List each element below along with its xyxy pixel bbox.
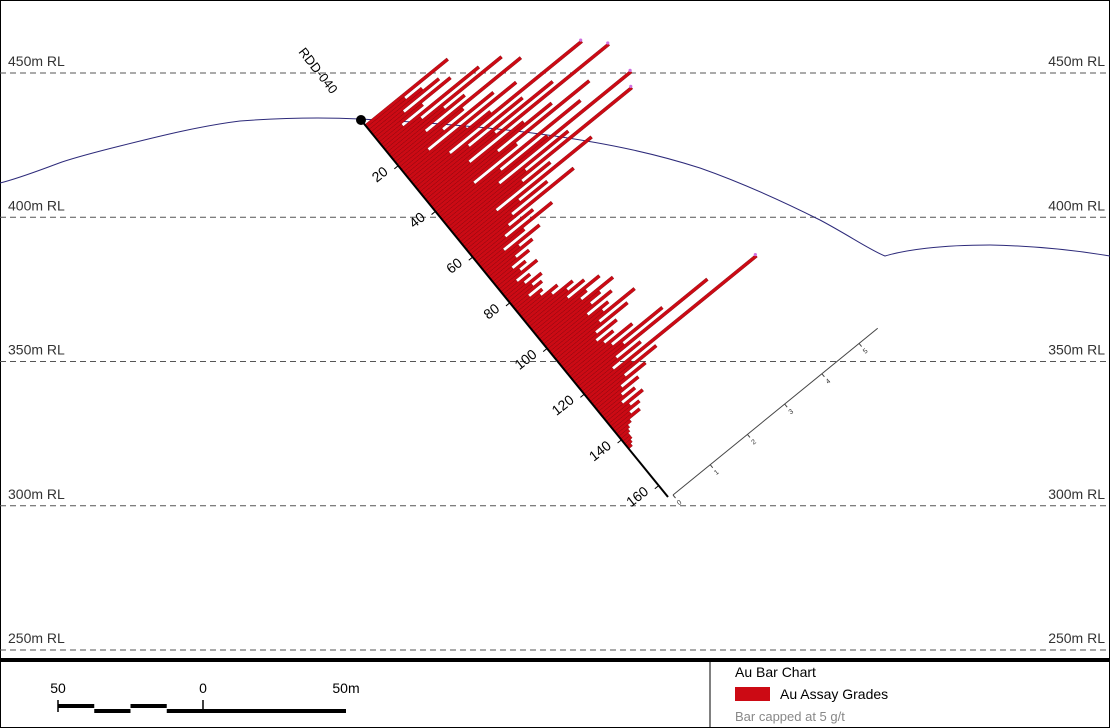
- rl-gridlines: 450m RL 450m RL 400m RL 400m RL 350m RL 350m …: [0, 53, 1110, 651]
- grade-axis-tick-label: 4: [825, 378, 832, 386]
- depth-tick: [654, 485, 660, 490]
- rl-label-left: 450m RL: [8, 53, 65, 69]
- legend-item-label: Au Assay Grades: [780, 686, 888, 702]
- depth-label: 120: [549, 391, 577, 418]
- grade-axis-tick-label: 2: [750, 438, 757, 446]
- scale-bar: 50 0 50m: [50, 680, 360, 713]
- depth-tick: [431, 211, 436, 215]
- rl-label-right: 450m RL: [1048, 53, 1105, 69]
- scale-segments: [57, 700, 346, 713]
- cap-marker: [629, 84, 633, 89]
- grade-axis-tick-label: 0: [676, 499, 683, 507]
- depth-tick: [542, 348, 548, 353]
- rl-label-left: 250m RL: [8, 630, 65, 646]
- depth-label: 40: [406, 209, 428, 231]
- depth-label: 160: [623, 483, 651, 510]
- drillhole-collar: [356, 115, 366, 125]
- depth-label: 140: [586, 437, 614, 464]
- legend-note: Bar capped at 5 g/t: [735, 709, 845, 724]
- rl-label-right: 350m RL: [1048, 342, 1105, 358]
- grade-axis-tick: [821, 373, 825, 378]
- drillhole-trace: [360, 119, 669, 498]
- scale-segment: [58, 704, 95, 708]
- grade-axis-tick-label: 3: [788, 408, 795, 416]
- scale-label-right: 50m: [332, 680, 359, 696]
- cap-marker: [753, 252, 757, 257]
- depth-label: 20: [369, 163, 391, 185]
- legend: Au Bar Chart Au Assay Grades Bar capped …: [735, 664, 888, 724]
- cap-marker: [606, 41, 610, 45]
- depth-tick: [580, 393, 585, 398]
- scale-segment: [130, 704, 167, 708]
- topography-line: [0, 117, 1110, 257]
- rl-label-left: 350m RL: [8, 342, 65, 358]
- rl-label-left: 400m RL: [8, 197, 65, 213]
- grade-axis-tick: [709, 464, 714, 469]
- depth-tick: [468, 256, 473, 261]
- cap-marker: [579, 38, 583, 42]
- rl-label-right: 300m RL: [1048, 486, 1105, 502]
- rl-label-right: 250m RL: [1048, 630, 1105, 646]
- grade-axis-line: [672, 327, 879, 496]
- scale-segment: [94, 709, 131, 713]
- drillhole-name: RDD-040: [296, 45, 341, 97]
- scale-label-zero: 0: [199, 680, 207, 696]
- cap-marker: [628, 68, 632, 72]
- grade-axis-tick: [858, 343, 863, 347]
- grade-axis-tick: [672, 494, 676, 499]
- depth-label: 100: [511, 346, 539, 373]
- scale-segment: [166, 709, 203, 713]
- depth-tick: [617, 439, 622, 444]
- scale-segment: [203, 709, 346, 713]
- grade-axis-tick: [784, 403, 788, 408]
- grade-axis-tick: [747, 434, 751, 438]
- depth-tick: [394, 165, 399, 170]
- depth-label: 80: [480, 300, 502, 322]
- scale-label-left: 50: [50, 680, 66, 696]
- depth-label: 60: [443, 254, 465, 276]
- grade-axis-tick-label: 5: [862, 348, 869, 356]
- rl-label-right: 400m RL: [1048, 197, 1105, 213]
- au-bars: [364, 38, 758, 450]
- depth-tick: [505, 302, 511, 307]
- grade-axis-tick-label: 1: [713, 469, 720, 477]
- legend-swatch: [735, 687, 770, 701]
- rl-label-left: 300m RL: [8, 486, 65, 502]
- grade-axis: 0 1 2 3 4 5: [672, 327, 879, 507]
- legend-title: Au Bar Chart: [735, 664, 816, 680]
